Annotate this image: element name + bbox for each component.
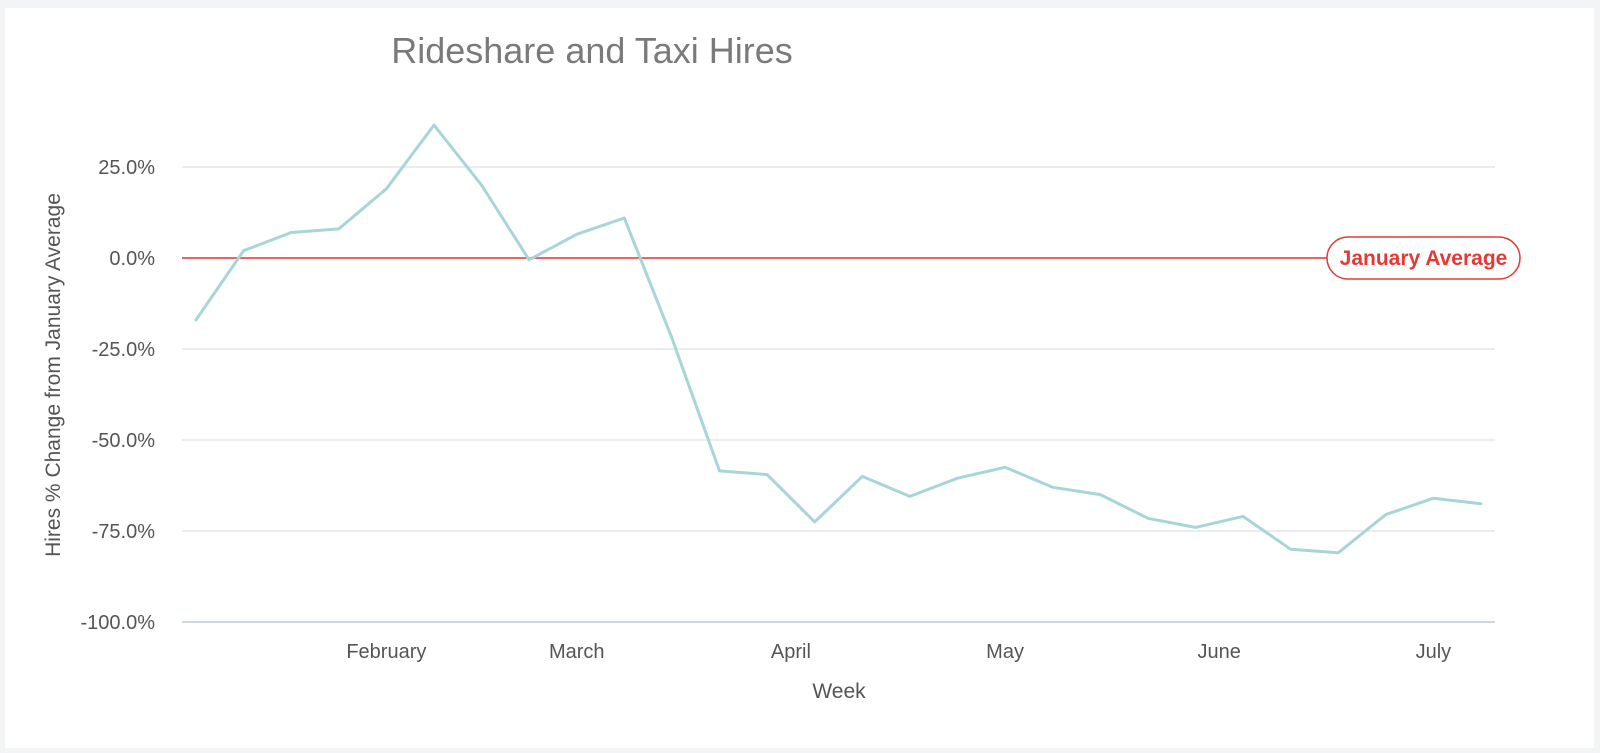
y-tick-label: 0.0% (109, 248, 155, 270)
x-tick-label: April (771, 641, 811, 663)
data-point (623, 216, 626, 220)
data-point (670, 336, 674, 340)
data-point (1384, 513, 1388, 516)
data-point (1099, 493, 1102, 496)
data-point (575, 233, 578, 236)
line-chart: Rideshare and Taxi Hires 25.0% 0.0% -25.0%… (42, 30, 1521, 703)
series-line (194, 123, 1483, 555)
data-point (194, 318, 198, 322)
data-point (527, 258, 531, 262)
y-tick-label: -25.0% (92, 339, 156, 361)
data-point (1241, 515, 1245, 518)
data-point (1432, 497, 1435, 500)
data-point (1194, 526, 1197, 529)
data-point (289, 231, 293, 234)
data-point (1051, 486, 1054, 489)
y-tick-label: -50.0% (92, 430, 156, 452)
data-point (908, 495, 912, 498)
series-group (194, 123, 1483, 555)
data-point (1289, 548, 1292, 551)
chart-card: Rideshare and Taxi Hires 25.0% 0.0% -25.0%… (5, 8, 1594, 748)
data-point (861, 475, 864, 478)
data-point (385, 187, 388, 191)
grid-lines (182, 166, 1495, 623)
data-point (813, 520, 816, 524)
data-point (956, 477, 959, 480)
data-point (432, 123, 436, 127)
data-point (337, 227, 340, 231)
data-point (242, 249, 245, 252)
data-point (480, 184, 483, 187)
y-tick-label: 25.0% (98, 157, 155, 179)
x-tick-label: July (1416, 641, 1452, 663)
x-tick-label: February (346, 641, 426, 663)
y-axis-title: Hires % Change from January Average (42, 193, 65, 557)
x-tick-label: June (1198, 641, 1241, 663)
reference-line-group: January Average (182, 236, 1521, 280)
data-point (1337, 551, 1340, 555)
reference-label-box (1326, 236, 1521, 280)
chart-title: Rideshare and Taxi Hires (391, 30, 793, 71)
y-axis-ticks: 25.0% 0.0% -25.0% -50.0% -75.0% -100.0% (81, 157, 156, 634)
data-point (718, 469, 721, 473)
data-point (1479, 502, 1483, 505)
data-point (1003, 466, 1007, 469)
reference-label: January Average (1340, 247, 1508, 270)
x-axis-ticks: February March April May June July (346, 641, 1451, 663)
data-point (1146, 517, 1150, 520)
y-tick-label: -75.0% (92, 521, 156, 543)
data-point (765, 473, 769, 476)
x-tick-label: March (549, 641, 605, 663)
x-axis-title: Week (812, 680, 866, 703)
x-tick-label: May (986, 641, 1024, 663)
y-tick-label: -100.0% (81, 612, 156, 634)
